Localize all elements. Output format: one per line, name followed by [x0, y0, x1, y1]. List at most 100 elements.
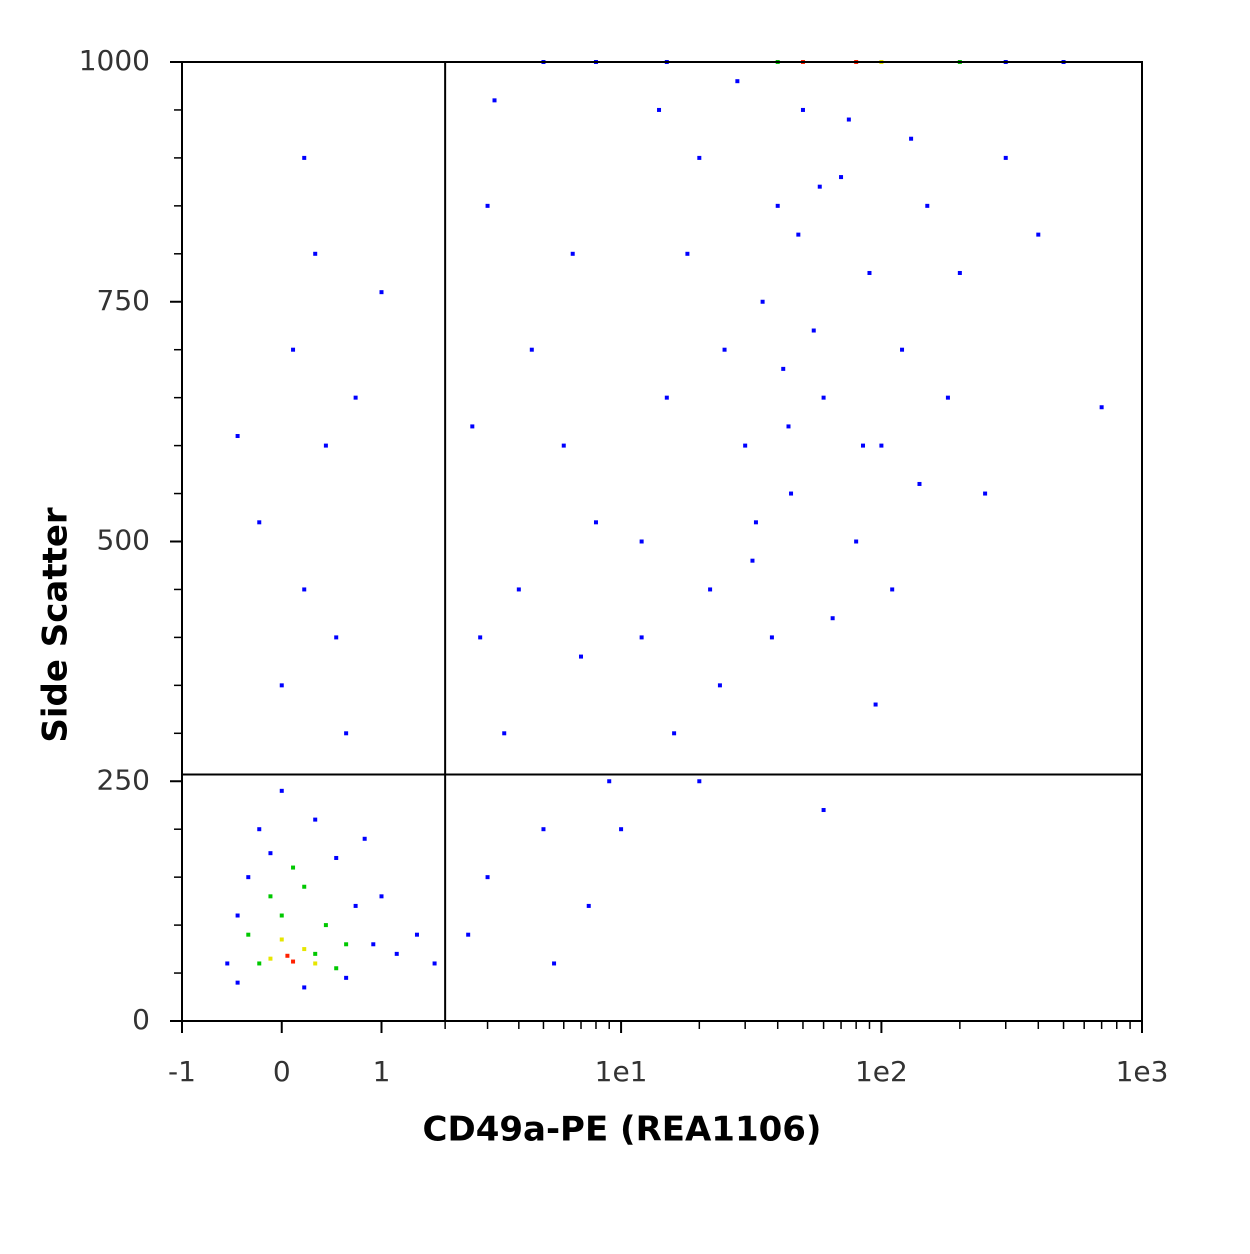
point: [957, 270, 962, 275]
point: [334, 966, 339, 971]
point: [485, 875, 490, 880]
point: [344, 975, 349, 980]
point: [854, 539, 859, 544]
x-tick-label: 0: [273, 1055, 291, 1088]
point: [268, 894, 273, 899]
point: [879, 443, 884, 448]
point: [867, 270, 872, 275]
y-tick-label: 250: [97, 763, 150, 796]
point: [541, 827, 546, 832]
point: [529, 347, 534, 352]
point: [302, 985, 307, 990]
point: [246, 932, 251, 937]
point: [279, 937, 284, 942]
point: [775, 203, 780, 208]
point: [769, 635, 774, 640]
point: [909, 136, 914, 141]
point: [750, 558, 755, 563]
x-tick-label: 1: [373, 1055, 391, 1088]
point: [925, 203, 930, 208]
point: [516, 587, 521, 592]
point: [821, 808, 826, 813]
point: [722, 347, 727, 352]
point: [334, 855, 339, 860]
point: [302, 587, 307, 592]
point: [657, 107, 662, 112]
point: [353, 903, 358, 908]
point: [257, 827, 262, 832]
point: [313, 817, 318, 822]
point: [789, 491, 794, 496]
point: [313, 251, 318, 256]
point: [753, 520, 758, 525]
point: [246, 875, 251, 880]
point: [394, 951, 399, 956]
point: [579, 654, 584, 659]
point: [983, 491, 988, 496]
points: [225, 60, 1104, 990]
point: [478, 635, 483, 640]
point: [561, 443, 566, 448]
y-tick-label: 0: [132, 1003, 150, 1036]
point: [1036, 232, 1041, 237]
point: [786, 424, 791, 429]
point: [371, 942, 376, 947]
point: [796, 232, 801, 237]
point: [945, 395, 950, 400]
point: [697, 155, 702, 160]
point: [257, 961, 262, 966]
point: [353, 395, 358, 400]
point: [697, 779, 702, 784]
point: [1003, 155, 1008, 160]
x-tick-label: 1e2: [855, 1055, 908, 1088]
y-axis-title: Side Scatter: [36, 507, 76, 743]
point: [672, 731, 677, 736]
point: [235, 980, 240, 985]
y-tick-label: 500: [97, 524, 150, 557]
point: [313, 951, 318, 956]
point: [291, 865, 296, 870]
y-tick-label: 1000: [79, 44, 150, 77]
point: [817, 184, 822, 189]
point: [1099, 405, 1104, 410]
point: [235, 434, 240, 439]
point: [811, 328, 816, 333]
point: [593, 520, 598, 525]
point: [414, 932, 419, 937]
point: [302, 947, 307, 952]
point: [302, 884, 307, 889]
point: [800, 107, 805, 112]
point: [502, 731, 507, 736]
point: [900, 347, 905, 352]
point: [344, 731, 349, 736]
point: [235, 913, 240, 918]
point: [639, 539, 644, 544]
point: [717, 683, 722, 688]
x-tick-label: -1: [168, 1055, 196, 1088]
point: [291, 959, 296, 964]
point: [302, 155, 307, 160]
point: [268, 956, 273, 961]
point: [279, 913, 284, 918]
point: [323, 923, 328, 928]
point: [552, 961, 557, 966]
point: [708, 587, 713, 592]
point: [607, 779, 612, 784]
point: [492, 98, 497, 103]
point: [432, 961, 437, 966]
point: [685, 251, 690, 256]
point: [485, 203, 490, 208]
point: [821, 395, 826, 400]
point: [279, 788, 284, 793]
point: [570, 251, 575, 256]
x-axis-title: CD49a-PE (REA1106): [423, 1110, 822, 1150]
point: [279, 683, 284, 688]
point: [362, 836, 367, 841]
point: [313, 961, 318, 966]
plot-frame: [181, 61, 1143, 1022]
point: [379, 894, 384, 899]
x-tick-label: 1e3: [1116, 1055, 1169, 1088]
point: [830, 616, 835, 621]
point: [743, 443, 748, 448]
point: [890, 587, 895, 592]
